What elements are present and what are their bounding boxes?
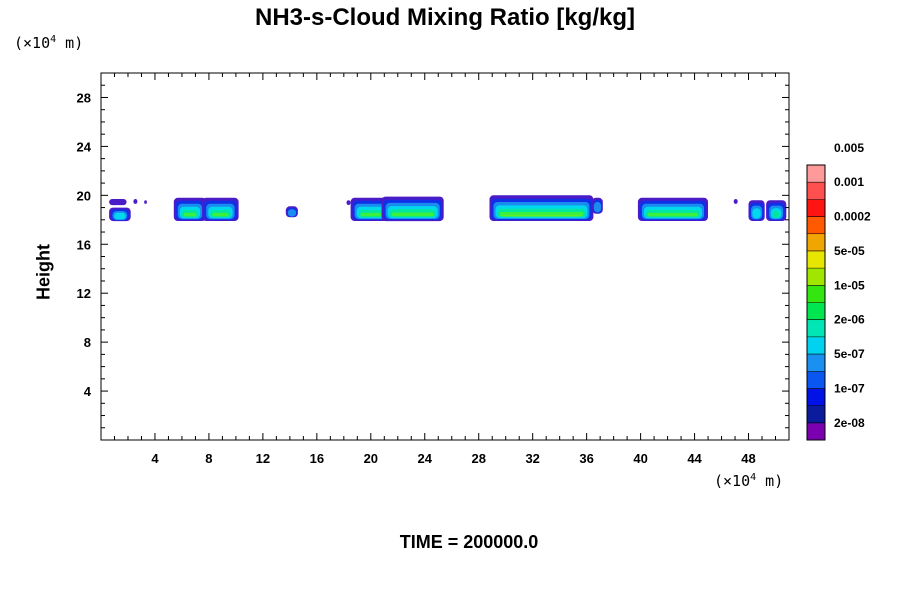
cloud-contour-level <box>109 199 127 206</box>
colorbar-swatch <box>807 405 825 424</box>
x-tick-label: 20 <box>364 451 378 466</box>
colorbar-swatch <box>807 250 825 269</box>
colorbar-swatch <box>807 388 825 407</box>
cloud-12 <box>592 197 603 214</box>
colorbar-swatch <box>807 165 825 183</box>
cloud-contour-level <box>593 201 602 213</box>
x-tick-label: 4 <box>151 451 159 466</box>
colorbar-label: 5e-05 <box>834 244 865 258</box>
colorbar-label: 0.005 <box>834 141 864 155</box>
colorbar: 2e-08 1e-07 5e-07 2e-06 1e-05 5e-05 0.0002 0.00… <box>806 141 871 441</box>
x-tick-label: 44 <box>687 451 702 466</box>
cloud-1 <box>109 207 131 222</box>
cloud-8 <box>346 200 351 206</box>
cloud-contour-level <box>144 200 147 204</box>
cloud-contour-level <box>501 215 582 217</box>
cloud-13 <box>637 197 708 221</box>
y-tick-label: 28 <box>77 90 91 105</box>
cloud-contour-level <box>212 212 229 217</box>
x-tick-label: 32 <box>525 451 539 466</box>
x-unit-label: (×104 m) <box>714 472 784 490</box>
colorbar-label: 0.001 <box>834 175 864 189</box>
y-tick-label: 24 <box>77 139 92 154</box>
colorbar-swatch <box>807 422 825 441</box>
cloud-contour-level <box>772 211 780 218</box>
colorbar-label: 0.0002 <box>834 210 871 224</box>
y-tick-label: 20 <box>77 188 91 203</box>
x-tick-label: 8 <box>205 451 212 466</box>
cloud-15 <box>748 200 765 221</box>
colorbar-label: 1e-07 <box>834 381 865 395</box>
colorbar-swatch <box>807 319 825 338</box>
colorbar-swatch <box>807 216 825 235</box>
time-label: TIME = 200000.0 <box>399 532 539 552</box>
colorbar-swatch <box>807 302 825 321</box>
colorbar-label: 2e-06 <box>834 313 865 327</box>
x-axis: 4 8 12 16 20 24 28 32 36 40 44 48 <box>113 73 777 466</box>
x-tick-label: 16 <box>310 451 324 466</box>
x-tick-label: 48 <box>741 451 755 466</box>
cloud-contour-level <box>287 209 297 217</box>
cloud-contour-level <box>733 199 738 204</box>
cloud-contour-level <box>183 212 197 217</box>
cloud-layer <box>109 195 787 222</box>
cloud-11 <box>489 195 594 221</box>
cloud-3 <box>133 199 138 204</box>
colorbar-swatch <box>807 336 825 355</box>
colorbar-swatch <box>807 233 825 252</box>
cloud-9 <box>350 197 392 221</box>
cloud-10 <box>381 196 444 222</box>
cloud-7 <box>285 206 298 218</box>
colorbar-swatch <box>807 268 825 286</box>
y-unit-label: (×104 m) <box>14 34 84 52</box>
cloud-2 <box>109 199 127 206</box>
cloud-contour-level <box>752 208 761 219</box>
cloud-6 <box>202 197 239 221</box>
x-tick-label: 36 <box>579 451 593 466</box>
y-tick-label: 4 <box>84 384 92 399</box>
plot-frame <box>100 72 790 441</box>
y-tick-label: 12 <box>77 286 91 301</box>
cloud-5 <box>173 197 207 221</box>
cloud-contour-level <box>133 199 138 204</box>
cloud-contour-level <box>346 200 351 206</box>
colorbar-label: 1e-05 <box>834 278 865 292</box>
colorbar-swatch <box>807 182 825 200</box>
x-tick-label: 24 <box>418 451 433 466</box>
chart-title: NH3-s-Cloud Mixing Ratio [kg/kg] <box>255 4 635 31</box>
cloud-contour-level <box>647 212 698 217</box>
colorbar-swatch <box>807 354 825 372</box>
y-tick-label: 16 <box>77 237 91 252</box>
cloud-contour-level <box>360 212 382 217</box>
cloud-16 <box>766 200 787 221</box>
x-tick-label: 12 <box>256 451 270 466</box>
cloud-14 <box>733 199 738 204</box>
cloud-contour-level <box>499 212 584 216</box>
colorbar-label: 5e-07 <box>834 347 865 361</box>
x-tick-label: 28 <box>471 451 485 466</box>
cloud-contour-level <box>391 212 434 217</box>
y-axis: 4 8 12 16 20 24 28 <box>77 84 789 429</box>
x-tick-label: 40 <box>633 451 647 466</box>
cloud-contour-level <box>114 212 126 220</box>
cloud-4 <box>144 200 147 204</box>
y-tick-label: 8 <box>84 335 91 350</box>
colorbar-swatch <box>807 285 825 303</box>
colorbar-swatch <box>807 199 825 217</box>
colorbar-label: 2e-08 <box>834 416 865 430</box>
colorbar-swatch <box>807 371 825 389</box>
